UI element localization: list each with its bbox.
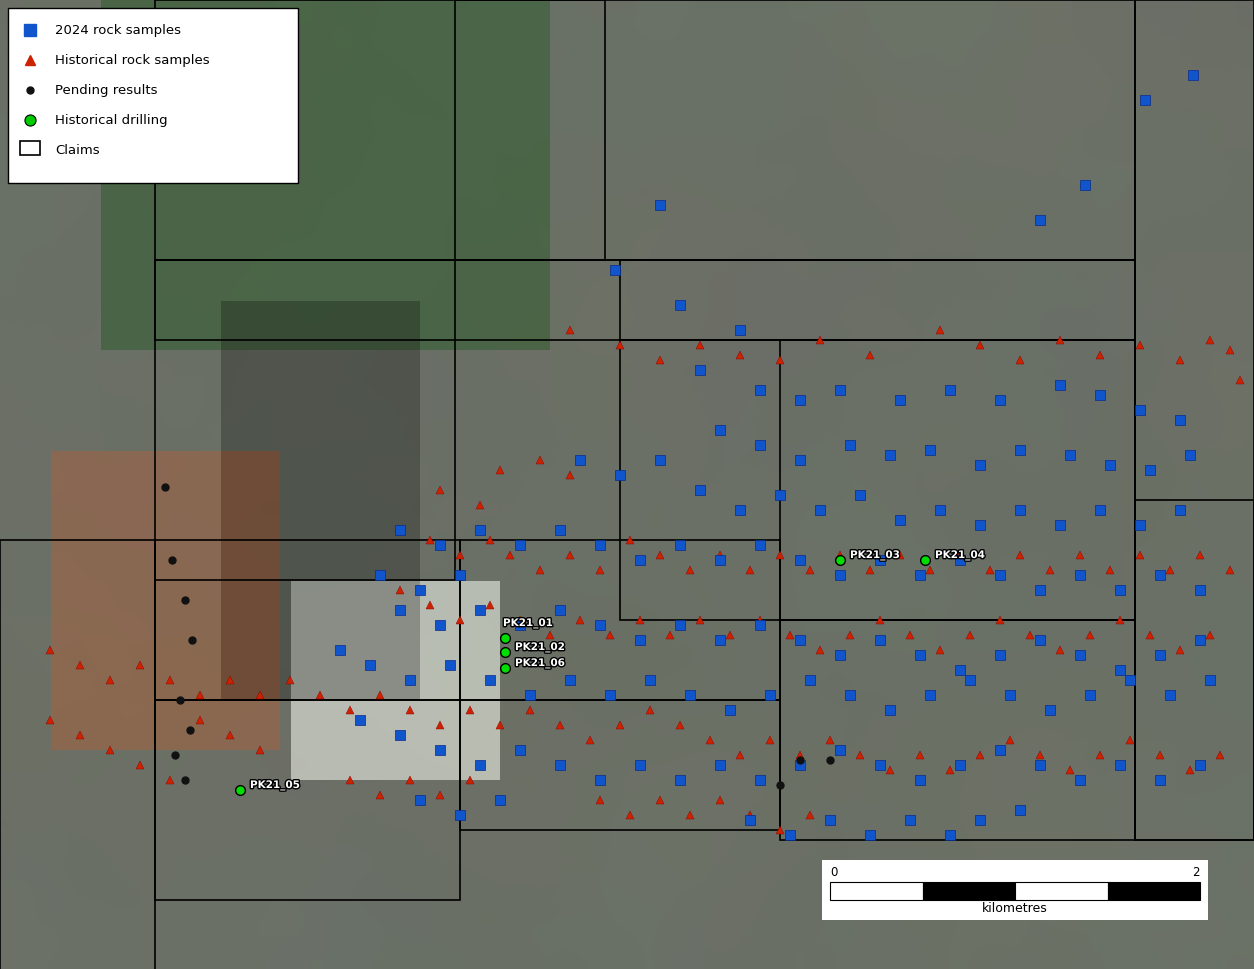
Text: Historical rock samples: Historical rock samples xyxy=(55,53,209,67)
Text: 2: 2 xyxy=(1193,866,1200,879)
Bar xyxy=(619,340,1135,620)
Text: Pending results: Pending results xyxy=(55,83,158,97)
Text: PK21_03: PK21_03 xyxy=(850,550,900,560)
Bar xyxy=(0,540,155,969)
Bar xyxy=(20,141,40,155)
Bar xyxy=(155,0,604,260)
Bar xyxy=(455,0,1135,260)
Text: PK21_04: PK21_04 xyxy=(935,550,984,560)
Bar xyxy=(1135,0,1254,840)
Bar xyxy=(830,882,923,900)
Text: kilometres: kilometres xyxy=(982,902,1048,915)
Bar xyxy=(780,340,1135,620)
Bar xyxy=(155,260,1135,340)
Bar xyxy=(1135,500,1254,840)
Text: PK21_05: PK21_05 xyxy=(250,780,300,791)
Bar xyxy=(155,540,460,700)
Bar xyxy=(460,700,780,830)
Bar xyxy=(823,860,1208,920)
Text: PK21_02: PK21_02 xyxy=(515,642,564,652)
Text: Claims: Claims xyxy=(55,143,99,157)
Bar xyxy=(923,882,1014,900)
Bar xyxy=(155,260,455,580)
Bar xyxy=(1107,882,1200,900)
Bar xyxy=(155,700,460,900)
FancyBboxPatch shape xyxy=(8,8,298,183)
Bar xyxy=(619,260,1135,340)
Text: PK21_06: PK21_06 xyxy=(515,658,564,669)
Bar xyxy=(1014,882,1107,900)
Bar xyxy=(780,620,1135,840)
Text: PK21_01: PK21_01 xyxy=(503,618,553,628)
Text: Historical drilling: Historical drilling xyxy=(55,113,168,127)
Bar xyxy=(460,540,780,700)
Text: 2024 rock samples: 2024 rock samples xyxy=(55,23,181,37)
Text: 0: 0 xyxy=(830,866,838,879)
